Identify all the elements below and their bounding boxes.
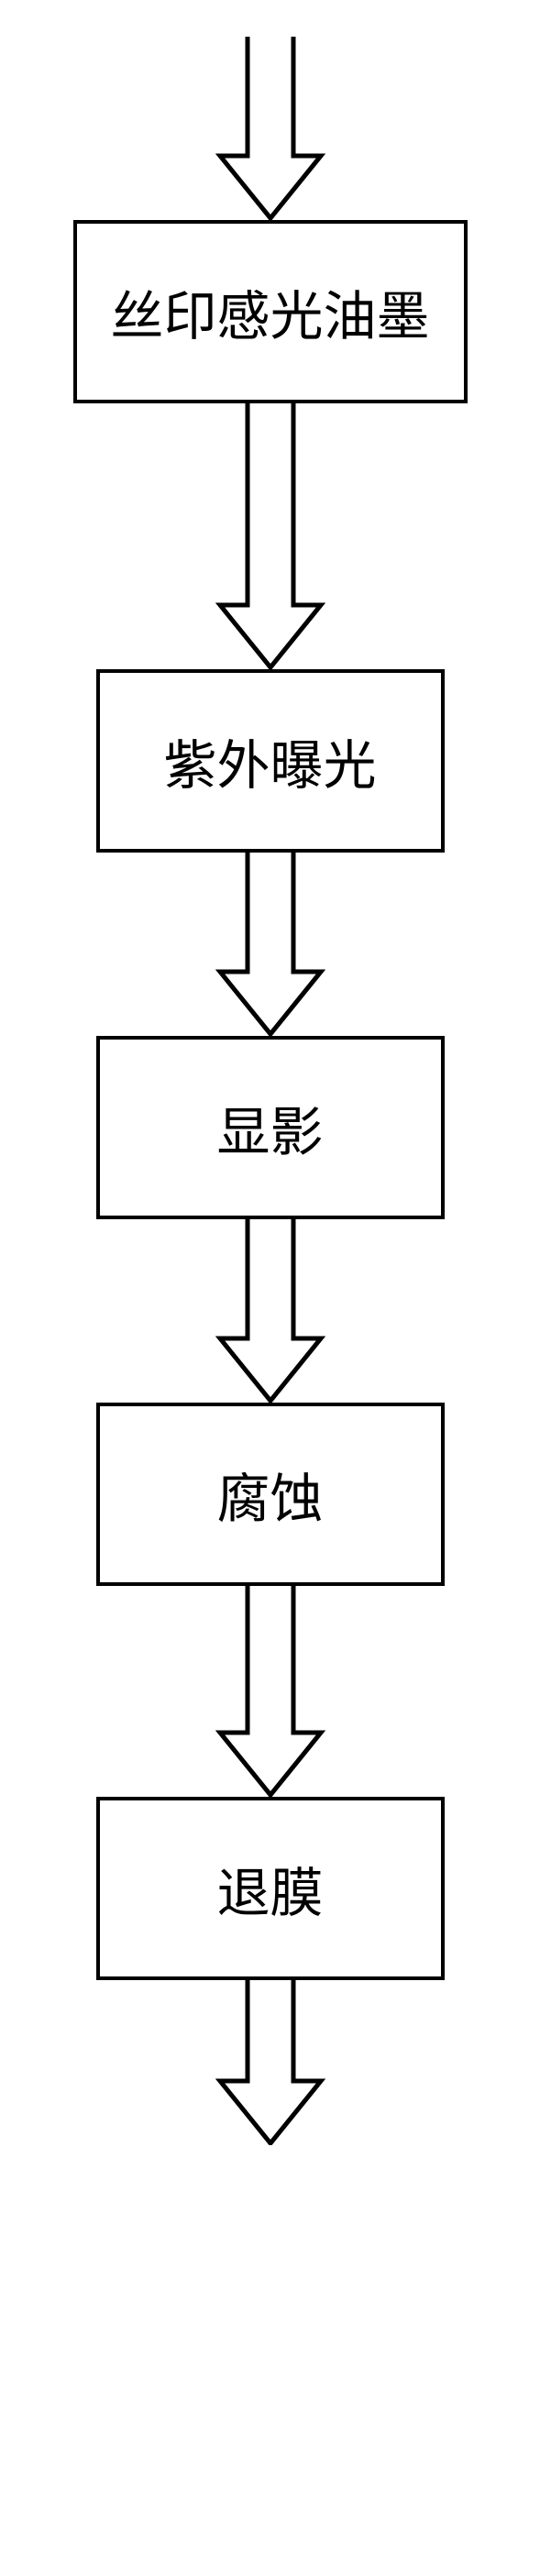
flowstep-2-label: 显影 bbox=[216, 1089, 323, 1166]
arrow-svg-4 bbox=[215, 1586, 325, 1797]
flowstep-0-label: 丝印感光油墨 bbox=[110, 273, 429, 350]
arrow-5 bbox=[215, 1980, 325, 2145]
arrow-svg-3 bbox=[215, 1219, 325, 1403]
flowstep-4: 退膜 bbox=[96, 1797, 445, 1980]
flowstep-3: 腐蚀 bbox=[96, 1403, 445, 1586]
arrow-3 bbox=[215, 1219, 325, 1403]
flowstep-1: 紫外曝光 bbox=[96, 669, 445, 853]
flowstep-0: 丝印感光油墨 bbox=[73, 220, 468, 403]
flowstep-1-label: 紫外曝光 bbox=[163, 722, 376, 799]
flowstep-4-label: 退膜 bbox=[216, 1850, 323, 1927]
arrow-2 bbox=[215, 853, 325, 1036]
arrow-1 bbox=[215, 403, 325, 669]
arrow-0 bbox=[215, 37, 325, 220]
arrow-svg-5 bbox=[215, 1980, 325, 2145]
arrow-svg-2 bbox=[215, 853, 325, 1036]
arrow-svg-1 bbox=[215, 403, 325, 669]
flowchart-container: 丝印感光油墨 紫外曝光 显影 腐蚀 退膜 bbox=[0, 37, 540, 2145]
arrow-4 bbox=[215, 1586, 325, 1797]
arrow-svg-0 bbox=[215, 37, 325, 220]
flowstep-3-label: 腐蚀 bbox=[216, 1456, 323, 1533]
flowstep-2: 显影 bbox=[96, 1036, 445, 1219]
